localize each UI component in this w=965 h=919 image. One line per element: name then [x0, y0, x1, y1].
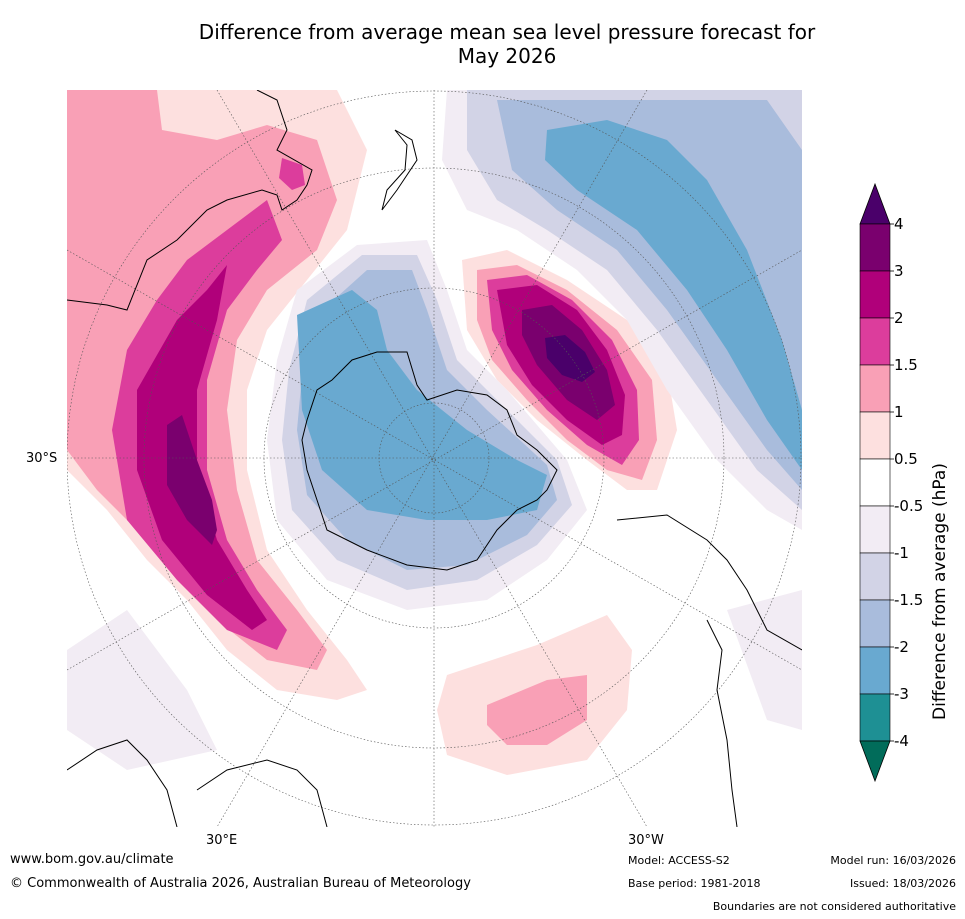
negative-anomaly-pacific: [442, 90, 802, 530]
colorbar-band: [859, 270, 891, 319]
new-zealand-coast: [381, 129, 418, 211]
pressure-anomaly-map: [67, 90, 802, 827]
coastlines: [67, 90, 802, 827]
colorbar-band: [859, 458, 891, 507]
colorbar-band: [859, 599, 891, 648]
colorbar-tick-label: -4: [894, 732, 909, 750]
colorbar-band: [859, 317, 891, 366]
colorbar-tick-label: 1.5: [894, 356, 918, 374]
antarctica-coast: [301, 351, 558, 571]
lon-label-30e: 30°E: [206, 833, 238, 848]
weak-negative-southwest: [67, 610, 217, 770]
model-name: Model: ACCESS-S2: [628, 854, 730, 867]
positive-anomaly-central: [462, 250, 677, 490]
colorbar-tick-label: -1: [894, 544, 909, 562]
negative-anomaly-antarctica: [267, 240, 587, 610]
base-period: Base period: 1981-2018: [628, 877, 761, 890]
colorbar-band: [859, 552, 891, 601]
weak-negative-east: [727, 590, 802, 730]
positive-anomaly-atlantic: [437, 615, 632, 775]
lon-label-30w: 30°W: [628, 833, 664, 848]
colorbar-tick-label: -0.5: [894, 497, 923, 515]
colorbar-band: [859, 411, 891, 460]
south-america-coast: [616, 514, 802, 651]
title-line-1: Difference from average mean sea level p…: [198, 20, 816, 44]
graticule: [67, 90, 802, 827]
colorbar-band: [859, 223, 891, 272]
colorbar-tick-label: -3: [894, 685, 909, 703]
south-america-west-coast: [706, 619, 738, 827]
colorbar-title: Difference from average (hPa): [930, 463, 950, 720]
issued-date: Issued: 18/03/2026: [849, 877, 956, 890]
boundaries-disclaimer: Boundaries are not considered authoritat…: [712, 900, 956, 913]
title-line-2: May 2026: [457, 44, 557, 68]
colorbar-extend-top: [859, 182, 891, 225]
copyright-notice: © Commonwealth of Australia 2026, Austra…: [10, 876, 471, 891]
colorbar-band: [859, 505, 891, 554]
colorbar-extend-bottom: [859, 740, 891, 783]
colorbar-band: [859, 646, 891, 695]
colorbar-tick-label: -1.5: [894, 591, 923, 609]
chart-title: Difference from average mean sea level p…: [0, 20, 965, 68]
website-link[interactable]: www.bom.gov.au/climate: [10, 852, 174, 867]
colorbar-legend: 4 3 2 1.5 1 0.5 -0.5 -1 -1.5 -2 -3 -4: [859, 182, 923, 783]
colorbar-tick-label: 2: [894, 309, 904, 327]
colorbar-tick-label: 4: [894, 215, 904, 233]
colorbar-tick-label: -2: [894, 638, 909, 656]
africa-coast: [67, 739, 178, 827]
model-run-date: Model run: 16/03/2026: [830, 854, 956, 867]
colorbar-band: [859, 364, 891, 413]
colorbar-tick-label: 3: [894, 262, 904, 280]
australia-coast: [67, 90, 313, 311]
lat-label-30s: 30°S: [26, 451, 58, 466]
colorbar-tick-label: 0.5: [894, 450, 918, 468]
southern-africa-coast: [196, 759, 328, 827]
positive-anomaly-australia: [67, 90, 367, 700]
colorbar-tick-label: 1: [894, 403, 904, 421]
colorbar-band: [859, 693, 891, 742]
